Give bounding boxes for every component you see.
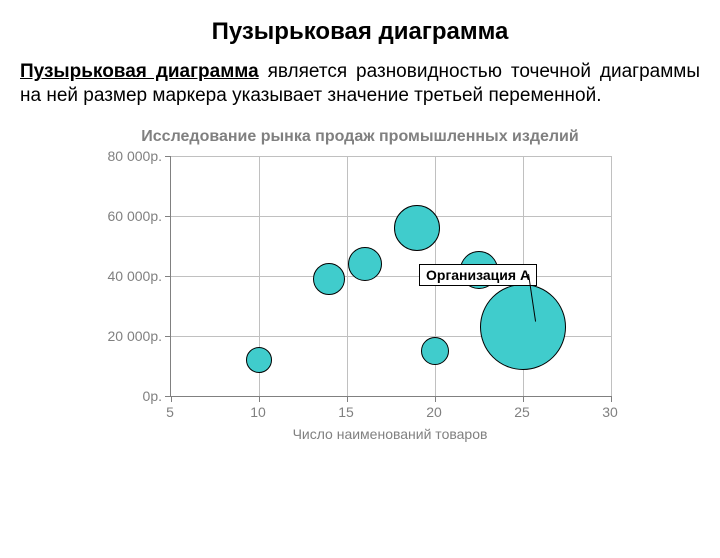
x-tick [523,396,524,402]
x-tick-label: 10 [250,404,266,420]
gridline-v [347,156,348,396]
chart-container: Исследование рынка продаж промышленных и… [90,128,630,436]
x-tick-label: 30 [602,404,618,420]
x-tick-label: 5 [166,404,174,420]
y-tick [165,216,171,217]
y-axis-labels: 0р.20 000р.40 000р.60 000р.80 000р. [90,156,170,396]
x-tick [611,396,612,402]
description: Пузырьковая диаграмма является разновидн… [20,60,700,108]
y-tick-label: 80 000р. [108,148,163,164]
x-tick [435,396,436,402]
chart-title: Исследование рынка продаж промышленных и… [90,128,630,146]
y-tick [165,276,171,277]
y-tick-label: 60 000р. [108,208,163,224]
y-tick-label: 0р. [143,388,162,404]
bubble [421,337,449,365]
x-tick-label: 25 [514,404,530,420]
bubble [246,347,272,373]
gridline-h [171,276,611,277]
gridline-h [171,216,611,217]
bubble [313,263,345,295]
x-tick [347,396,348,402]
bubble [348,247,382,281]
gridline-v [611,156,612,396]
x-tick-label: 15 [338,404,354,420]
description-emphasis: Пузырьковая диаграмма [20,61,259,82]
x-tick-label: 20 [426,404,442,420]
y-tick-label: 40 000р. [108,268,163,284]
y-tick-label: 20 000р. [108,328,163,344]
gridline-h [171,156,611,157]
chart-wrap: 0р.20 000р.40 000р.60 000р.80 000р. Орга… [90,156,630,436]
page-title: Пузырьковая диаграмма [0,18,720,46]
bubble [480,284,566,370]
x-tick [171,396,172,402]
callout-label: Организация А [419,264,537,286]
x-axis-title: Число наименований товаров [170,426,610,442]
bubble [394,205,440,251]
x-axis-labels: 51015202530 [170,404,610,424]
x-tick [259,396,260,402]
y-tick [165,336,171,337]
y-tick [165,156,171,157]
plot-area: Организация А [170,156,611,397]
